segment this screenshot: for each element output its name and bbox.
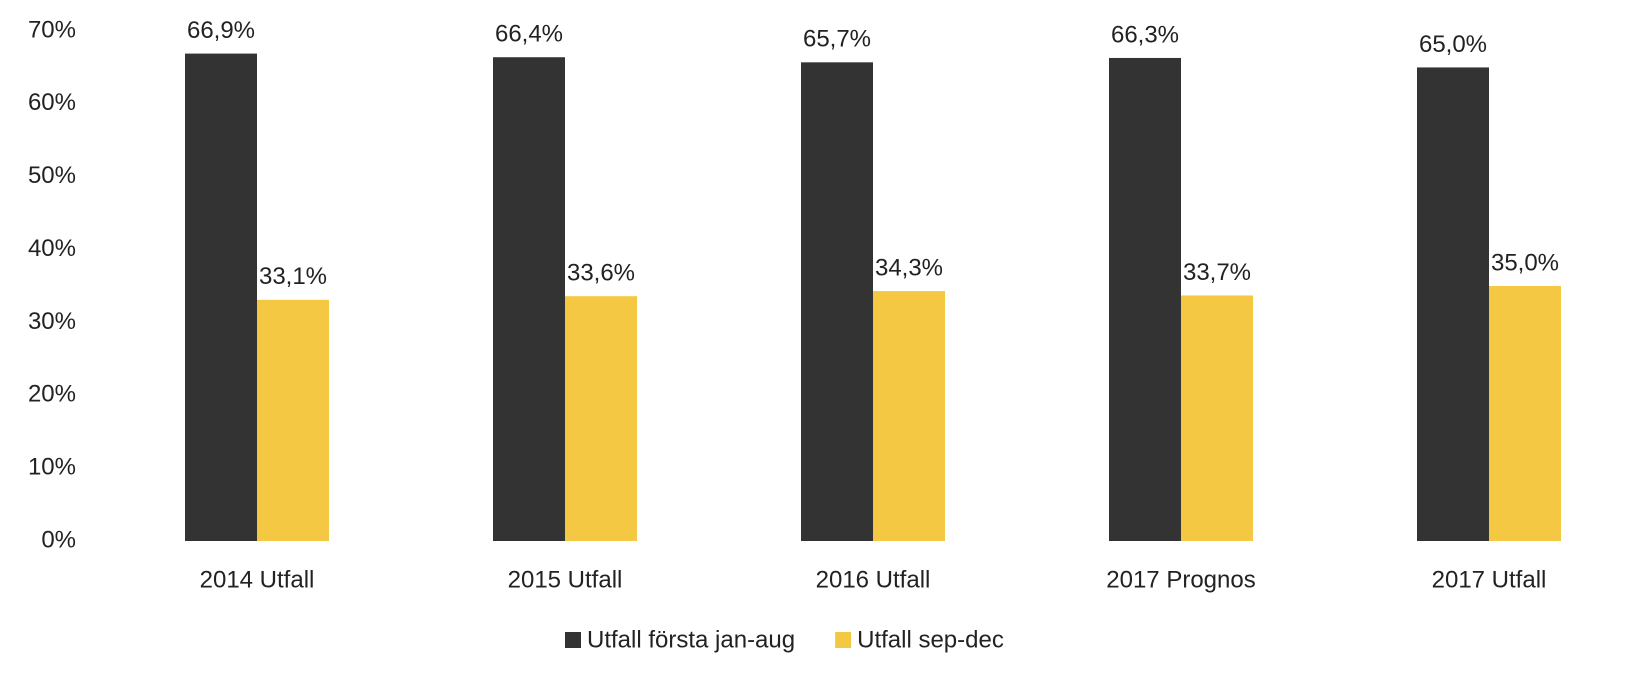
legend-swatch <box>565 632 581 648</box>
legend-swatch <box>835 632 852 648</box>
value-label: 33,1% <box>259 263 327 290</box>
value-label: 66,3% <box>1111 21 1179 48</box>
y-tick-label: 60% <box>28 89 76 116</box>
bar <box>873 291 945 541</box>
value-label: 35,0% <box>1491 249 1559 276</box>
bar <box>1109 57 1181 541</box>
value-label: 66,4% <box>495 21 563 48</box>
bar <box>1417 67 1489 541</box>
y-tick-label: 0% <box>41 526 76 553</box>
value-label: 65,7% <box>803 26 871 53</box>
legend-label: Utfall sep-dec <box>857 626 1004 653</box>
x-tick-label: 2017 Utfall <box>1432 566 1547 593</box>
y-tick-label: 30% <box>28 308 76 335</box>
y-tick-label: 10% <box>28 453 76 480</box>
bar <box>801 62 873 541</box>
bar <box>1489 286 1561 541</box>
bar <box>1181 295 1253 541</box>
value-label: 66,9% <box>187 17 255 44</box>
bar <box>493 57 565 541</box>
value-label: 33,6% <box>567 260 635 287</box>
x-tick-label: 2017 Prognos <box>1106 566 1255 593</box>
bar <box>257 299 329 541</box>
x-tick-label: 2014 Utfall <box>200 566 315 593</box>
value-label: 34,3% <box>875 254 943 281</box>
value-label: 33,7% <box>1183 259 1251 286</box>
y-tick-label: 40% <box>28 235 76 262</box>
y-tick-label: 70% <box>28 16 76 43</box>
x-tick-label: 2015 Utfall <box>508 566 623 593</box>
bar <box>565 296 637 541</box>
bar <box>185 53 257 541</box>
x-tick-label: 2016 Utfall <box>816 566 931 593</box>
value-label: 65,0% <box>1419 31 1487 58</box>
y-tick-label: 20% <box>28 381 76 408</box>
y-tick-label: 50% <box>28 162 76 189</box>
legend-label: Utfall första jan-aug <box>587 626 795 653</box>
